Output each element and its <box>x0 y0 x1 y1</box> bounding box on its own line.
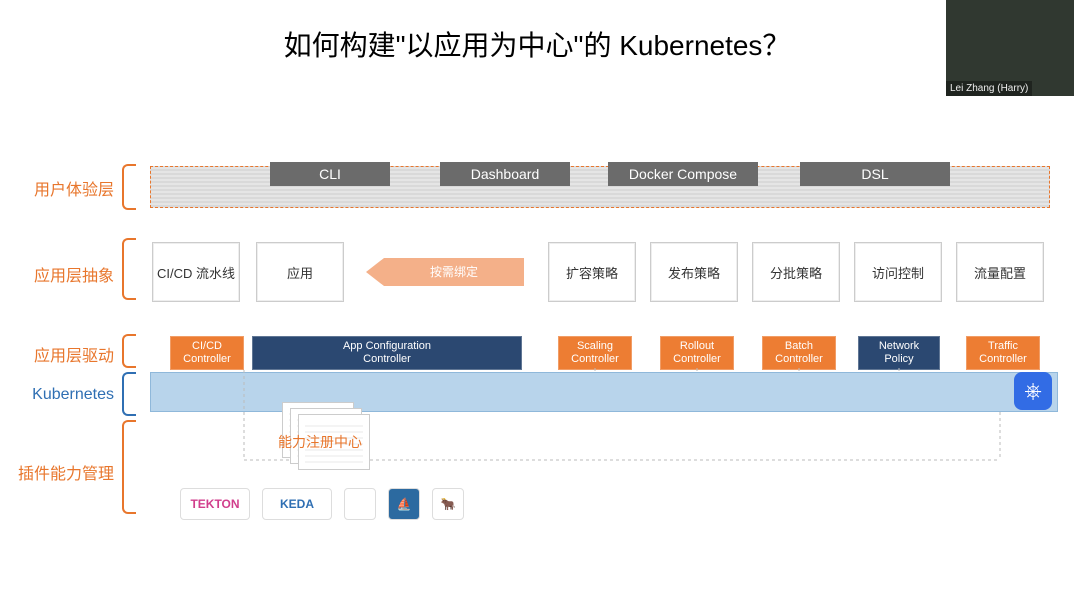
ux-box: CLI <box>270 162 390 186</box>
controller-box: CI/CDController <box>170 336 244 370</box>
registry-label: 能力注册中心 <box>278 432 362 452</box>
controller-box: TrafficController <box>966 336 1040 370</box>
page-title: 如何构建"以应用为中心"的 Kubernetes？ <box>0 0 1074 64</box>
webcam-thumbnail: Lei Zhang (Harry) <box>946 0 1074 96</box>
kubernetes-logo-icon: ⎈ <box>1014 372 1052 410</box>
abstraction-card: 流量配置 <box>956 242 1044 302</box>
abstraction-card: 扩容策略 <box>548 242 636 302</box>
webcam-caption: Lei Zhang (Harry) <box>946 81 1032 96</box>
controller-box: NetworkPolicy <box>858 336 940 370</box>
bind-arrow: 按需绑定 <box>384 258 524 286</box>
abstraction-card: 分批策略 <box>752 242 840 302</box>
plugin-icon: ⛵ <box>388 488 420 520</box>
ux-box: DSL <box>800 162 950 186</box>
abstraction-card: 应用 <box>256 242 344 302</box>
plugin-icon: ⫽ <box>344 488 376 520</box>
controller-box: App ConfigurationController <box>252 336 522 370</box>
abstraction-card: CI/CD 流水线 <box>152 242 240 302</box>
controller-box: ScalingController <box>558 336 632 370</box>
abstraction-card: 发布策略 <box>650 242 738 302</box>
plugin-icon: 🐂 <box>432 488 464 520</box>
controller-box: RolloutController <box>660 336 734 370</box>
ux-box: Dashboard <box>440 162 570 186</box>
layer-label-k8s: Kubernetes <box>0 386 120 404</box>
layer-label-abstract: 应用层抽象 <box>0 262 120 286</box>
bind-arrow-label: 按需绑定 <box>430 265 478 279</box>
layer-label-ux: 用户体验层 <box>0 176 120 200</box>
abstraction-card: 访问控制 <box>854 242 942 302</box>
plugin-icon: KEDA <box>262 488 332 520</box>
plugin-icon: TEKTON <box>180 488 250 520</box>
controller-box: BatchController <box>762 336 836 370</box>
layer-label-plugin: 插件能力管理 <box>0 460 120 484</box>
layer-label-driver: 应用层驱动 <box>0 342 120 366</box>
ux-box: Docker Compose <box>608 162 758 186</box>
